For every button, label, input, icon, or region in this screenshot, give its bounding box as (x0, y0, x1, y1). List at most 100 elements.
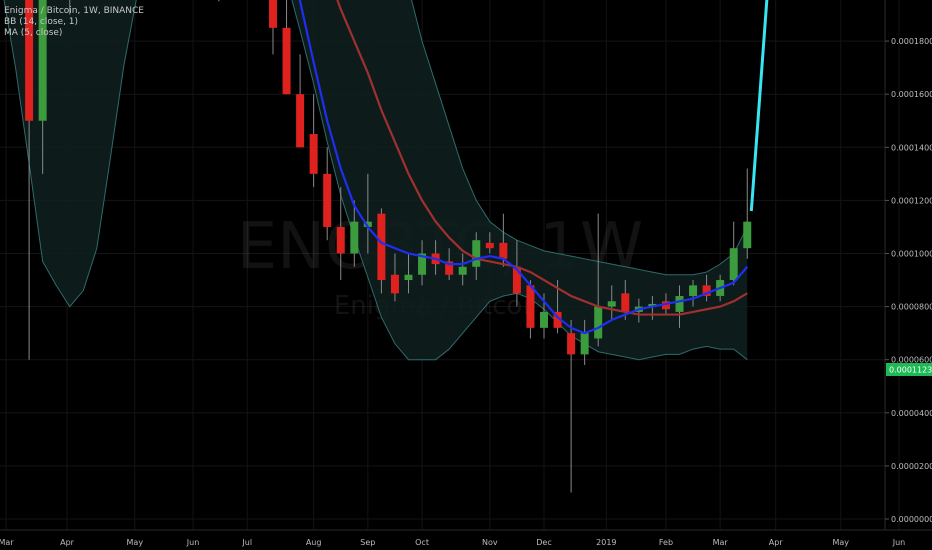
candle (607, 285, 616, 320)
candle (729, 221, 738, 286)
candle-body (621, 293, 630, 312)
candle-body (689, 285, 698, 296)
candle-body (648, 303, 657, 307)
candle-body (485, 242, 494, 249)
candle-body (567, 333, 576, 355)
trendline-drawing[interactable] (6, 0, 773, 212)
time-tick-label: May (832, 538, 849, 547)
candle (689, 280, 698, 307)
time-tick-label: Jun (186, 538, 200, 547)
candle-body (553, 311, 562, 328)
ma-line (298, 0, 749, 335)
candle-body (38, 0, 47, 121)
candle-body (25, 0, 34, 121)
bb-basis-line (336, 0, 748, 316)
time-tick-label: 2019 (596, 538, 616, 547)
price-tag-value: 0.00011231 (889, 366, 932, 375)
price-tag: 0.00011231 (886, 363, 932, 376)
time-tick-label: Sep (360, 538, 375, 547)
candle-body (472, 240, 481, 267)
candle-body (661, 301, 670, 310)
candle (336, 187, 345, 281)
candle-body (404, 274, 413, 281)
price-tag-background (886, 363, 932, 376)
indicator-lines (298, 0, 749, 335)
bb-upper-line (411, 0, 748, 276)
candle-body (282, 27, 291, 95)
candle (743, 168, 752, 259)
candle-body (702, 285, 711, 296)
time-tick-label: Feb (659, 538, 673, 547)
price-tick-label: 0.00000000 (891, 515, 932, 524)
time-tick-label: Jun (892, 538, 906, 547)
legend-bb[interactable]: BB (14, close, 1) (4, 17, 79, 27)
time-tick-label: Mar (0, 538, 14, 547)
candle (648, 295, 657, 320)
candle-body (363, 221, 372, 227)
candle (269, 0, 277, 55)
candle (377, 208, 386, 294)
candle (363, 173, 372, 254)
bb-lower-line (3, 0, 748, 361)
candle-body (540, 311, 548, 328)
candle (309, 94, 318, 188)
bollinger-bands (3, 0, 748, 361)
candle-body (607, 301, 616, 307)
time-tick-label: Mar (713, 538, 729, 547)
time-tick-label: Nov (482, 538, 498, 547)
time-tick-label: Jul (241, 538, 252, 547)
candle-body (675, 295, 684, 312)
candle (526, 280, 535, 339)
candle (567, 319, 576, 493)
time-tick-label: Apr (60, 538, 75, 547)
candle (702, 274, 711, 302)
time-tick-label: Apr (769, 538, 784, 547)
trendline-path (749, 0, 769, 212)
candle (38, 0, 47, 174)
candle (296, 54, 305, 148)
candle (594, 213, 603, 347)
legend: Enigma / Bitcoin, 1W, BINANCE BB (14, cl… (4, 6, 144, 39)
candle-body (390, 274, 399, 294)
candle (404, 253, 413, 294)
time-tick-label: Aug (306, 538, 322, 547)
price-axis[interactable]: 0.000380000.000360000.000340000.00032000… (885, 0, 932, 524)
candle-body (499, 242, 508, 259)
time-tick-label: May (127, 538, 144, 547)
bb-fill (4, 0, 748, 360)
candle-body (729, 248, 738, 281)
candle-body (512, 266, 521, 294)
legend-ma[interactable]: MA (5, close) (4, 28, 63, 38)
time-axis[interactable]: Mar Apr May Jun Jul Aug Sep Oct Nov Dec 2019 Feb Mar… (0, 538, 905, 547)
candle (25, 0, 34, 360)
candle-body (743, 221, 752, 249)
candle-body (323, 173, 332, 227)
candle (69, 0, 71, 15)
candle (580, 319, 589, 366)
candle-body (418, 253, 427, 275)
candle (323, 147, 332, 241)
candle-body (350, 221, 359, 254)
candle (458, 253, 467, 286)
candle-body (309, 134, 318, 174)
candle (485, 232, 494, 254)
candle-body (269, 0, 277, 28)
candle (418, 240, 427, 286)
legend-symbol[interactable]: Enigma / Bitcoin, 1W, BINANCE (4, 6, 144, 16)
candle-body (445, 261, 454, 275)
candle-body (526, 285, 535, 328)
candle (675, 285, 684, 328)
time-tick-label: Dec (536, 538, 551, 547)
candle-body (336, 226, 345, 254)
candle (282, 0, 291, 95)
candle-body (594, 306, 603, 339)
